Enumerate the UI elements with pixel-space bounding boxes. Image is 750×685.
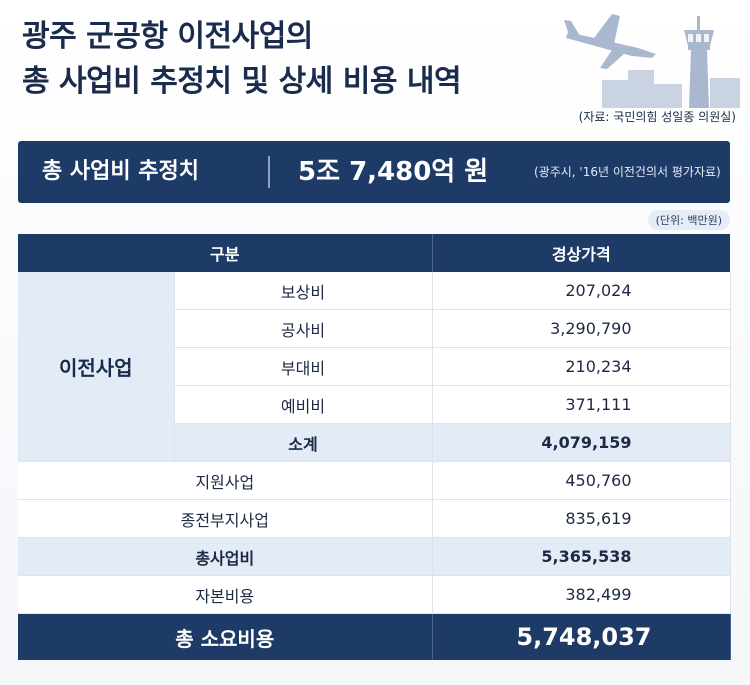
row-label: 지원사업	[18, 461, 433, 500]
row-value: 210,234	[432, 347, 731, 386]
row-label: 부대비	[174, 347, 433, 386]
title-line-1: 광주 군공항 이전사업의	[22, 19, 313, 54]
row-label: 공사비	[174, 309, 433, 348]
row-label: 예비비	[174, 385, 433, 424]
table-row: 지원사업 450,760	[18, 461, 731, 500]
table-row: 부대비 210,234	[18, 347, 731, 386]
total-estimate-banner: 총 사업비 추정치 5조 7,480억 원 (광주시, '16년 이전건의서 평…	[18, 141, 730, 203]
airport-illustration	[564, 14, 740, 108]
subtotal-row: 소계 4,079,159	[18, 423, 731, 462]
subtotal-value: 4,079,159	[432, 423, 731, 462]
row-value: 207,024	[432, 272, 731, 310]
header-category: 구분	[18, 234, 433, 272]
subtotal-label: 소계	[174, 423, 433, 462]
airplane-icon	[564, 14, 656, 69]
banner-divider	[268, 156, 270, 188]
source-note: (자료: 국민의힘 성일종 의원실)	[578, 110, 736, 124]
unit-badge: (단위: 백만원)	[647, 210, 730, 230]
row-label: 종전부지사업	[18, 499, 433, 538]
table-row: 공사비 3,290,790	[18, 309, 731, 348]
city-skyline-icon	[602, 70, 740, 108]
business-total-row: 총사업비 5,365,538	[18, 537, 731, 576]
row-label: 보상비	[174, 272, 433, 310]
table-row: 예비비 371,111	[18, 385, 731, 424]
table-row: 이전사업 보상비 207,024	[18, 272, 731, 462]
banner-note: (광주시, '16년 이전건의서 평가자료)	[534, 165, 721, 179]
table-row: 자본비용 382,499	[18, 575, 731, 614]
banner-amount: 5조 7,480억 원	[298, 157, 489, 187]
grand-total-row: 총 소요비용 5,748,037	[18, 613, 731, 660]
row-value: 3,290,790	[432, 309, 731, 348]
table-row: 종전부지사업 835,619	[18, 499, 731, 538]
cost-table: 구분 경상가격 이전사업 보상비 207,024 공사비 3,290,790 부…	[18, 234, 731, 660]
table-header-row: 구분 경상가격	[18, 234, 731, 272]
grand-total-label: 총 소요비용	[18, 613, 433, 660]
banner-label: 총 사업비 추정치	[42, 159, 199, 184]
row-value: 450,760	[432, 461, 731, 500]
group-label-relocation: 이전사업	[18, 272, 175, 462]
row-value: 382,499	[432, 575, 731, 614]
row-value: 371,111	[432, 385, 731, 424]
grand-total-value: 5,748,037	[432, 613, 731, 660]
row-value: 835,619	[432, 499, 731, 538]
control-tower-icon	[684, 16, 714, 108]
title-line-2: 총 사업비 추정치 및 상세 비용 내역	[22, 64, 462, 99]
header-price: 경상가격	[432, 234, 731, 272]
business-total-value: 5,365,538	[432, 537, 731, 576]
row-label: 자본비용	[18, 575, 433, 614]
page-title: 광주 군공항 이전사업의 총 사업비 추정치 및 상세 비용 내역	[22, 14, 582, 104]
business-total-label: 총사업비	[18, 537, 433, 576]
